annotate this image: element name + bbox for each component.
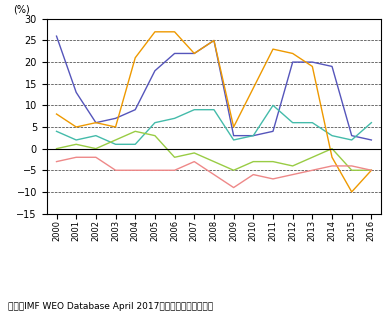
- UAE: [349, 134, 354, 138]
- Line: エジプト: エジプト: [56, 131, 371, 170]
- UAE: [192, 51, 196, 55]
- イラン: [192, 108, 196, 111]
- トルコ: [330, 164, 335, 168]
- エジプト: [290, 164, 295, 168]
- エジプト: [133, 129, 138, 133]
- UAE: [93, 121, 98, 125]
- エジプト: [330, 147, 335, 150]
- イラン: [133, 143, 138, 146]
- サウジアラビア: [74, 125, 79, 129]
- トルコ: [93, 155, 98, 159]
- Text: (%): (%): [13, 5, 30, 15]
- UAE: [330, 65, 335, 68]
- UAE: [212, 39, 216, 42]
- トルコ: [290, 173, 295, 176]
- UAE: [251, 134, 256, 138]
- サウジアラビア: [231, 125, 236, 129]
- トルコ: [369, 168, 374, 172]
- エジプト: [93, 147, 98, 150]
- トルコ: [113, 168, 118, 172]
- イラン: [310, 121, 315, 125]
- サウジアラビア: [93, 121, 98, 125]
- トルコ: [231, 186, 236, 189]
- トルコ: [172, 168, 177, 172]
- エジプト: [152, 134, 157, 138]
- サウジアラビア: [349, 190, 354, 194]
- トルコ: [152, 168, 157, 172]
- サウジアラビア: [192, 51, 196, 55]
- イラン: [330, 134, 335, 138]
- イラン: [54, 129, 59, 133]
- イラン: [290, 121, 295, 125]
- サウジアラビア: [113, 125, 118, 129]
- エジプト: [74, 143, 79, 146]
- サウジアラビア: [212, 39, 216, 42]
- Line: トルコ: トルコ: [56, 157, 371, 187]
- エジプト: [271, 160, 275, 164]
- サウジアラビア: [133, 56, 138, 60]
- Text: 資料：IMF WEO Database April 2017から経済産業省作成。: 資料：IMF WEO Database April 2017から経済産業省作成。: [8, 302, 213, 311]
- UAE: [133, 108, 138, 111]
- エジプト: [113, 138, 118, 142]
- イラン: [113, 143, 118, 146]
- Line: UAE: UAE: [56, 36, 371, 140]
- エジプト: [54, 147, 59, 150]
- イラン: [349, 138, 354, 142]
- イラン: [231, 138, 236, 142]
- エジプト: [212, 160, 216, 164]
- UAE: [369, 138, 374, 142]
- エジプト: [369, 168, 374, 172]
- サウジアラビア: [152, 30, 157, 34]
- トルコ: [133, 168, 138, 172]
- イラン: [93, 134, 98, 138]
- エジプト: [310, 155, 315, 159]
- Line: サウジアラビア: サウジアラビア: [56, 32, 371, 192]
- サウジアラビア: [54, 112, 59, 116]
- UAE: [231, 134, 236, 138]
- イラン: [271, 104, 275, 107]
- UAE: [172, 51, 177, 55]
- イラン: [152, 121, 157, 125]
- イラン: [251, 134, 256, 138]
- エジプト: [231, 168, 236, 172]
- エジプト: [349, 168, 354, 172]
- トルコ: [74, 155, 79, 159]
- イラン: [74, 138, 79, 142]
- UAE: [113, 116, 118, 120]
- サウジアラビア: [251, 86, 256, 90]
- トルコ: [349, 164, 354, 168]
- イラン: [212, 108, 216, 111]
- エジプト: [172, 155, 177, 159]
- イラン: [369, 121, 374, 125]
- サウジアラビア: [369, 168, 374, 172]
- エジプト: [251, 160, 256, 164]
- エジプト: [192, 151, 196, 155]
- サウジアラビア: [310, 65, 315, 68]
- イラン: [172, 116, 177, 120]
- トルコ: [212, 173, 216, 176]
- トルコ: [54, 160, 59, 164]
- UAE: [54, 34, 59, 38]
- トルコ: [310, 168, 315, 172]
- サウジアラビア: [290, 51, 295, 55]
- トルコ: [271, 177, 275, 181]
- UAE: [271, 129, 275, 133]
- Line: イラン: イラン: [56, 106, 371, 144]
- UAE: [290, 60, 295, 64]
- UAE: [74, 90, 79, 94]
- UAE: [310, 60, 315, 64]
- サウジアラビア: [271, 47, 275, 51]
- トルコ: [251, 173, 256, 176]
- サウジアラビア: [330, 155, 335, 159]
- サウジアラビア: [172, 30, 177, 34]
- トルコ: [192, 160, 196, 164]
- UAE: [152, 69, 157, 73]
